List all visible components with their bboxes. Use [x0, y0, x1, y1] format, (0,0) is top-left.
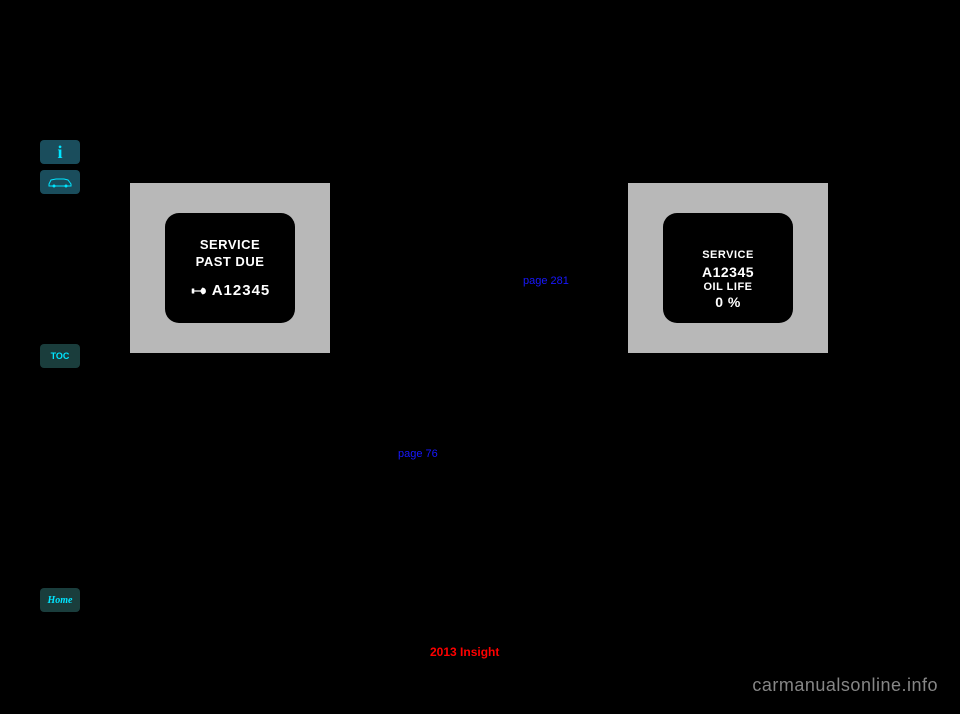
display-box-1: SERVICE PAST DUE A12345: [130, 183, 330, 378]
screen1-code: A12345: [212, 282, 271, 299]
car-icon: [46, 176, 74, 188]
sidebar: i TOC Home: [40, 140, 90, 618]
watermark: carmanualsonline.info: [752, 675, 938, 696]
screen1-code-row: A12345: [190, 282, 271, 299]
manual-page: i TOC Home SERVICE PAST DUE A12345: [0, 0, 960, 714]
screen-oil-life: SERVICE A12345 OIL LIFE 0 %: [663, 213, 793, 323]
screen2-percent: 0 %: [715, 293, 741, 311]
screen2-line2: OIL LIFE: [703, 281, 752, 293]
home-button[interactable]: Home: [40, 588, 80, 612]
info-button[interactable]: i: [40, 140, 80, 164]
screen2-line1: SERVICE: [702, 249, 754, 261]
screen2-code: A12345: [702, 263, 754, 281]
car-button[interactable]: [40, 170, 80, 194]
display-box-2: SERVICE A12345 OIL LIFE 0 %: [628, 183, 828, 378]
screen-service-past-due: SERVICE PAST DUE A12345: [165, 213, 295, 323]
screen1-line2: PAST DUE: [196, 254, 265, 271]
screen1-line1: SERVICE: [200, 237, 260, 254]
link-page-281[interactable]: page 281: [523, 275, 569, 287]
footer-model: 2013 Insight: [430, 645, 499, 659]
toc-button[interactable]: TOC: [40, 344, 80, 368]
link-page-76[interactable]: page 76: [398, 448, 438, 460]
wrench-icon: [190, 285, 208, 297]
